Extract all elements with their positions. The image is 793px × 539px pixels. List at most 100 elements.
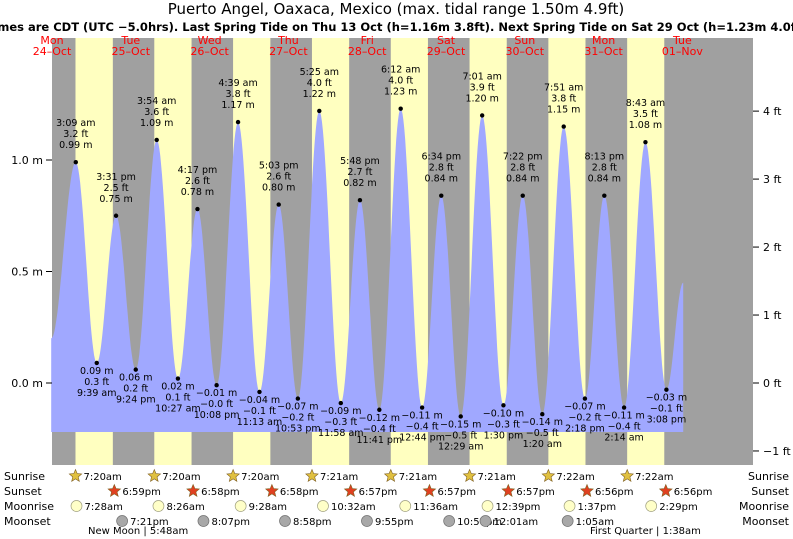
tide-extreme-label: −0.14 m	[522, 417, 563, 428]
y-tick-label-ft: 4 ft	[763, 105, 782, 118]
sunrise-icon	[68, 468, 83, 482]
sunset-time: 6:59pm	[122, 487, 161, 498]
tide-extreme-label: 1:20 am	[523, 439, 562, 450]
day-header-weekday: Thu	[277, 34, 299, 47]
low-tide-point	[664, 387, 669, 392]
tide-extreme-label: −0.5 ft	[444, 430, 477, 441]
high-tide-point	[195, 206, 200, 212]
y-tick-label-ft: 2 ft	[763, 241, 782, 254]
low-tide-point	[338, 400, 344, 406]
tide-extreme-label: −0.4 ft	[406, 422, 439, 433]
tide-extreme-label: 2:18 pm	[565, 424, 605, 435]
sunset-time: 6:58pm	[201, 487, 240, 498]
tide-extreme-label: −0.04 m	[239, 395, 280, 406]
moon-phase-new: New Moon | 5:48am	[88, 526, 188, 537]
moonrise-icon	[70, 500, 83, 512]
sunrise-icon	[541, 468, 556, 482]
day-header-date: 31–Oct	[584, 45, 623, 58]
moonset-time: 1:05am	[576, 517, 614, 528]
tide-extreme-label: 0.99 m	[59, 140, 92, 151]
tide-extreme-label: 9:39 am	[77, 388, 116, 399]
moonrise-time: 9:28am	[249, 502, 287, 513]
moonset-time: 9:55pm	[375, 517, 414, 528]
sunrise-time: 7:20am	[241, 472, 279, 483]
tide-extreme-label: −0.07 m	[564, 402, 605, 413]
tide-extreme-label: 6:12 am	[381, 65, 420, 76]
low-tide-point	[621, 405, 627, 410]
moonrise-time: 2:29pm	[659, 502, 698, 513]
moonrise-time: 1:37pm	[578, 502, 617, 513]
sunrise-icon	[383, 468, 398, 482]
tide-extreme-label: 2.8 ft	[592, 163, 617, 174]
sunset-time: 6:56pm	[595, 487, 634, 498]
tide-extreme-label: 3.6 ft	[144, 107, 169, 118]
tide-extreme-label: −0.07 m	[277, 402, 318, 413]
moonset-time: 8:58pm	[293, 517, 332, 528]
tide-extreme-label: −0.01 m	[196, 388, 237, 399]
sunrise-time: 7:21am	[399, 472, 437, 483]
day-header-weekday: Sun	[514, 34, 535, 47]
moonrise-time: 11:36am	[413, 502, 458, 513]
tide-extreme-label: 4:17 pm	[178, 165, 218, 176]
sunrise-time: 7:22am	[635, 472, 673, 483]
day-header-date: 27–Oct	[269, 45, 308, 58]
y-tick-label-m: 0.5 m	[11, 266, 43, 279]
sunrise-icon	[305, 468, 319, 482]
high-tide-point	[154, 137, 159, 143]
day-header-date: 01–Nov	[662, 45, 703, 58]
day-header-weekday: Tue	[672, 34, 692, 47]
tide-extreme-label: 0.82 m	[343, 178, 376, 189]
moonset-icon	[279, 515, 291, 527]
tide-extreme-label: 5:48 pm	[340, 156, 380, 167]
sunrise-time: 7:22am	[556, 472, 594, 483]
moonrise-icon	[152, 500, 165, 512]
tide-extreme-label: −0.11 m	[603, 411, 644, 422]
tide-extreme-label: 5:03 pm	[259, 161, 299, 172]
y-tick-label-m: 1.0 m	[11, 154, 43, 167]
tide-extreme-label: 0.75 m	[99, 194, 132, 205]
high-tide-point	[357, 197, 363, 203]
tide-extreme-label: −0.3 ft	[324, 417, 357, 428]
moonrise-icon	[234, 500, 247, 512]
day-header-date: 30–Oct	[506, 45, 545, 58]
tide-extreme-label: 0.1 ft	[165, 393, 190, 404]
y-tick-label-ft: −1 ft	[763, 445, 791, 458]
tide-extreme-label: 1.09 m	[140, 118, 173, 129]
tide-extreme-label: 9:24 pm	[116, 395, 156, 406]
sunset-icon	[501, 483, 516, 497]
moonrise-icon	[317, 500, 329, 512]
tide-extreme-label: 2.7 ft	[347, 167, 372, 178]
tide-extreme-label: 4.0 ft	[307, 78, 332, 89]
sunset-icon	[264, 483, 279, 497]
high-tide-point	[602, 193, 607, 198]
low-tide-point	[501, 403, 506, 408]
tide-extreme-label: 0.3 ft	[84, 377, 109, 388]
day-header-weekday: Mon	[592, 34, 615, 47]
tide-extreme-label: 4:39 am	[218, 78, 257, 89]
tide-extreme-label: 3.8 ft	[226, 89, 251, 100]
row-label-left: Sunrise	[4, 470, 45, 483]
tide-extreme-label: 12:44 pm	[399, 433, 445, 444]
moonset-icon	[116, 515, 128, 527]
low-tide-point	[419, 405, 425, 410]
low-tide-point	[214, 383, 219, 388]
high-tide-point	[643, 139, 648, 145]
tide-extreme-label: −0.2 ft	[281, 413, 314, 424]
y-tick-label-m: 0.0 m	[11, 377, 43, 390]
day-header-date: 24–Oct	[33, 45, 72, 58]
tide-extreme-label: −0.15 m	[440, 419, 481, 430]
tide-extreme-label: 1.22 m	[303, 89, 336, 100]
tide-extreme-label: 7:22 pm	[503, 152, 543, 163]
tide-extreme-label: −0.1 ft	[243, 406, 276, 417]
sunrise-time: 7:21am	[478, 472, 516, 483]
sunset-icon	[343, 483, 358, 497]
high-tide-point	[276, 202, 281, 207]
low-tide-point	[257, 389, 262, 395]
moonrise-time: 8:26am	[166, 502, 204, 513]
tide-extreme-label: 1.15 m	[547, 105, 580, 116]
tide-extreme-label: −0.4 ft	[608, 422, 641, 433]
sunrise-time: 7:20am	[83, 472, 121, 483]
high-tide-point	[317, 108, 322, 114]
sunset-time: 6:57pm	[437, 487, 476, 498]
